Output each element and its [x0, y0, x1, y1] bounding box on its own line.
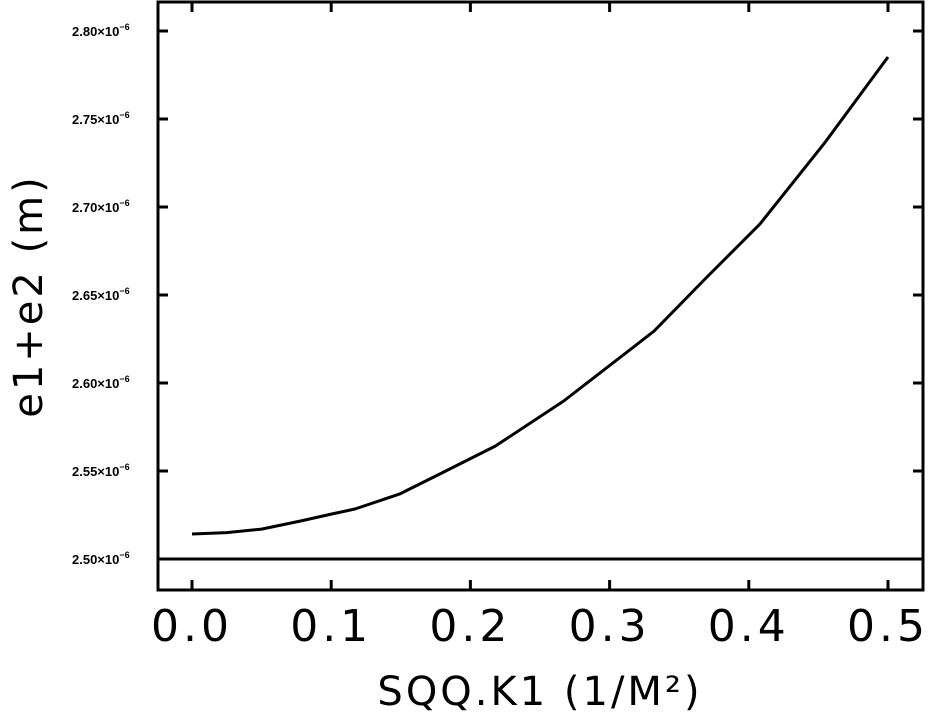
y-tick-label: 2.70×10−6 — [72, 198, 130, 215]
y-tick-label: 2.80×10−6 — [72, 22, 130, 39]
y-tick-label: 2.60×10−6 — [72, 374, 130, 391]
y-tick-label: 2.75×10−6 — [72, 110, 130, 127]
y-tick-label: 2.65×10−6 — [72, 286, 130, 303]
x-tick-label: 0.0 — [151, 601, 233, 652]
series-line-e1-e2 — [191, 56, 890, 536]
x-tick-label: 0.5 — [847, 601, 929, 652]
y-axis-title: e1+e2 (m) — [6, 174, 52, 418]
y-tick-label: 2.50×10−6 — [72, 550, 130, 567]
x-tick-label: 0.2 — [429, 601, 511, 652]
y-axis-ticks: 2.50×10−6 2.55×10−6 2.60×10−6 2.65×10−6 2.70… — [72, 22, 923, 567]
x-tick-label: 0.4 — [708, 601, 790, 652]
x-axis-title: SQQ.K1 (1/M²) — [377, 669, 702, 715]
x-tick-label: 0.1 — [290, 601, 372, 652]
series-group — [158, 56, 923, 561]
x-axis-ticks: 0.0 0.1 0.2 0.3 0.4 0.5 — [151, 2, 929, 652]
y-tick-label: 2.55×10−6 — [72, 462, 130, 479]
plot-frame — [156, 0, 925, 592]
x-tick-label: 0.3 — [569, 601, 651, 652]
